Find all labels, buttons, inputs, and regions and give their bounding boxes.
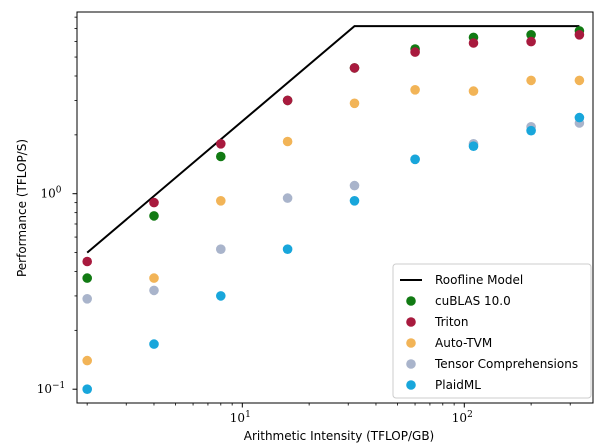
- auto-tvm-point: [82, 355, 92, 366]
- x-tick-label: 102: [452, 410, 473, 425]
- plaidml-point: [526, 125, 536, 136]
- roofline-layer: [86, 25, 580, 254]
- legend-swatch: [406, 359, 416, 369]
- auto-tvm-point: [282, 136, 293, 147]
- triton-point: [410, 47, 420, 57]
- plaidml-point: [216, 291, 226, 301]
- x-axis-label: Arithmetic Intensity (TFLOP/GB): [244, 429, 434, 443]
- plaidml-point: [349, 196, 360, 206]
- triton-point: [574, 30, 585, 40]
- legend-swatch: [406, 317, 416, 327]
- legend-label: cuBLAS 10.0: [435, 294, 511, 308]
- y-axis-label: Performance (TFLOP/S): [15, 139, 29, 277]
- plaidml-point: [82, 384, 92, 395]
- auto-tvm-point: [216, 196, 226, 206]
- auto-tvm-point: [574, 75, 585, 86]
- legend-label: Auto-TVM: [435, 336, 492, 350]
- cublas-10-0-point: [82, 273, 92, 283]
- legend: Roofline Model cuBLAS 10.0 Triton Auto-TVM T…: [392, 263, 592, 399]
- tensor-comprehensions-point: [149, 285, 159, 296]
- auto-tvm-point: [410, 85, 420, 95]
- legend-swatch: [406, 338, 416, 348]
- legend-label: Triton: [434, 315, 469, 329]
- roofline-line: [86, 25, 580, 254]
- plot-frame: [76, 11, 594, 404]
- triton-point: [468, 38, 479, 48]
- legend-label: PlaidML: [435, 378, 481, 392]
- tensor-comprehensions-point: [216, 244, 226, 254]
- tensor-comprehensions-point: [82, 294, 92, 304]
- plaidml-point: [282, 244, 293, 254]
- triton-point: [82, 256, 92, 267]
- auto-tvm-point: [526, 75, 536, 86]
- plaidml-point: [149, 339, 159, 349]
- legend-box: [392, 263, 592, 399]
- cublas-10-0-point: [216, 151, 226, 162]
- auto-tvm-point: [149, 273, 159, 283]
- auto-tvm-point: [349, 98, 360, 109]
- points-layer: [82, 26, 585, 395]
- legend-entries: Roofline Model cuBLAS 10.0 Triton Auto-TVM T…: [400, 273, 578, 392]
- legend-swatch: [406, 296, 416, 306]
- triton-point: [149, 197, 159, 208]
- triton-point: [349, 63, 360, 73]
- legend-label: Tensor Comprehensions: [434, 357, 578, 371]
- y-tick-label: 100: [40, 186, 61, 201]
- plaidml-point: [468, 141, 479, 151]
- tensor-comprehensions-point: [349, 180, 360, 191]
- cublas-10-0-point: [149, 211, 159, 221]
- triton-point: [216, 139, 226, 149]
- cublas-10-0-point: [526, 30, 536, 40]
- y-tick-label: 10−1: [37, 381, 66, 396]
- triton-point: [282, 95, 293, 106]
- auto-tvm-point: [468, 86, 479, 96]
- x-tick-label: 101: [230, 410, 251, 425]
- tensor-comprehensions-point: [282, 193, 293, 203]
- legend-swatch: [406, 380, 416, 390]
- plaidml-point: [574, 112, 585, 123]
- plaidml-point: [410, 154, 420, 165]
- triton-point: [526, 36, 536, 47]
- legend-label: Roofline Model: [435, 273, 523, 287]
